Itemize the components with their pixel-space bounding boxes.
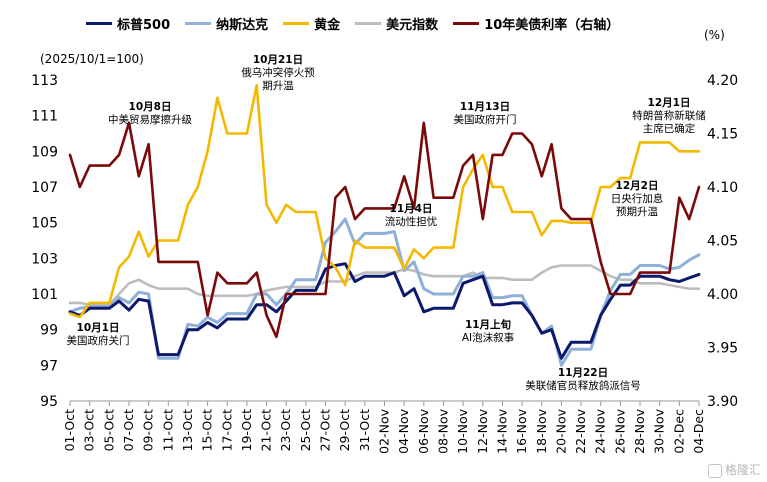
x-tick-label: 27-Oct xyxy=(318,409,333,451)
right-tick-label: 4.10 xyxy=(707,180,738,196)
x-tick-label: 08-Nov xyxy=(435,408,450,453)
left-tick-label: 107 xyxy=(31,180,58,196)
legend-label-gold: 黄金 xyxy=(314,17,341,33)
x-tick-label: 21-Oct xyxy=(259,409,274,451)
legend-label-nasdaq: 纳斯达克 xyxy=(216,17,269,33)
annotation-text: 中美贸易摩擦升级 xyxy=(108,113,192,126)
series-line-dxy xyxy=(68,264,701,307)
legend-label-sp500: 标普500 xyxy=(117,17,171,33)
legend-label-dxy: 美元指数 xyxy=(386,17,439,33)
annotation-text: 美国政府关门 xyxy=(67,334,130,347)
left-tick-label: 109 xyxy=(31,144,58,160)
x-tick-label: 19-Oct xyxy=(239,409,254,451)
legend-item-gold: 黄金 xyxy=(283,14,340,33)
annotation-text: 11月22日 xyxy=(558,367,608,379)
legend: 标普500 纳斯达克 黄金 美元指数 10年美债利率（右轴） xyxy=(86,12,634,34)
x-tick-label: 17-Oct xyxy=(219,409,234,451)
annotation-text: 美国政府开门 xyxy=(454,113,517,126)
x-tick-label: 04-Dec xyxy=(691,409,706,454)
annotation-text: 预期升温 xyxy=(616,206,658,218)
right-tick-label: 4.20 xyxy=(707,73,738,89)
x-tick-label: 07-Oct xyxy=(121,409,136,451)
left-tick-label: 99 xyxy=(40,323,58,339)
x-tick-label: 04-Nov xyxy=(396,408,411,453)
x-tick-label: 02-Nov xyxy=(377,408,392,453)
x-tick-label: 12-Nov xyxy=(475,408,490,453)
right-tick-label: 3.95 xyxy=(707,341,738,357)
x-tick-label: 31-Oct xyxy=(357,409,372,451)
annotation-text: 俄乌冲突停火预 xyxy=(241,66,315,79)
legend-swatch-sp500 xyxy=(86,21,112,25)
annotation-text: 10月8日 xyxy=(129,101,172,113)
left-tick-label: 95 xyxy=(40,394,58,410)
annotation-text: 11月13日 xyxy=(460,101,510,113)
series-line-gold xyxy=(68,84,701,319)
series-line-sp500 xyxy=(68,262,701,360)
x-tick-label: 24-Nov xyxy=(593,408,608,453)
annotation-text: AI泡沫叙事 xyxy=(462,331,515,344)
annotation-text: 11月4日 xyxy=(390,203,433,215)
left-tick-label: 97 xyxy=(40,358,58,374)
x-tick-label: 13-Oct xyxy=(180,409,195,451)
annotation-text: 流动性担忧 xyxy=(385,215,438,228)
right-tick-label: 3.90 xyxy=(707,394,738,410)
x-tick-label: 15-Oct xyxy=(200,409,215,451)
left-tick-label: 101 xyxy=(31,287,58,303)
x-tick-label: 16-Nov xyxy=(514,408,529,453)
left-tick-label: 111 xyxy=(31,109,58,125)
left-axis-unit: (2025/10/1=100) xyxy=(40,52,144,66)
annotation-text: 美联储官员释放鸽派信号 xyxy=(525,379,641,392)
annotation-text: 期升温 xyxy=(262,80,294,92)
annotation-text: 特朗普称新联储 xyxy=(632,109,706,122)
x-tick-label: 22-Nov xyxy=(573,408,588,453)
x-tick-label: 11-Oct xyxy=(160,409,175,451)
x-tick-label: 09-Oct xyxy=(141,409,156,451)
annotation-text: 主席已确定 xyxy=(643,122,696,135)
x-tick-label: 18-Nov xyxy=(534,408,549,453)
x-tick-label: 01-Oct xyxy=(62,409,77,451)
annotation-text: 10月1日 xyxy=(77,322,120,334)
x-tick-label: 26-Nov xyxy=(612,408,627,453)
left-tick-label: 103 xyxy=(31,251,58,267)
legend-item-sp500: 标普500 xyxy=(86,14,170,33)
series-line-ust10y xyxy=(68,121,701,339)
annotation-text: 12月1日 xyxy=(648,97,691,109)
x-tick-label: 30-Nov xyxy=(652,408,667,453)
legend-swatch-gold xyxy=(283,21,310,25)
series-line-nasdaq xyxy=(68,217,701,367)
x-tick-label: 14-Nov xyxy=(494,408,509,453)
x-tick-label: 06-Nov xyxy=(416,408,431,453)
x-tick-label: 10-Nov xyxy=(455,408,470,453)
right-tick-label: 4.00 xyxy=(707,287,738,303)
x-tick-label: 25-Oct xyxy=(298,409,313,451)
x-tick-label: 02-Dec xyxy=(671,409,686,454)
left-tick-label: 113 xyxy=(31,73,58,89)
annotation-text: 11月上旬 xyxy=(465,318,512,331)
x-tick-label: 28-Nov xyxy=(632,408,647,453)
legend-item-dxy: 美元指数 xyxy=(355,14,438,33)
annotation-text: 10月21日 xyxy=(253,54,303,66)
watermark: 格隆汇 xyxy=(707,461,761,478)
legend-swatch-nasdaq xyxy=(185,21,212,25)
legend-item-nasdaq: 纳斯达克 xyxy=(185,14,268,33)
x-tick-label: 29-Oct xyxy=(337,409,352,451)
watermark-text: 格隆汇 xyxy=(724,463,761,477)
x-tick-label: 23-Oct xyxy=(278,409,293,451)
legend-label-ust10y: 10年美债利率（右轴） xyxy=(484,17,620,33)
annotation-text: 12月2日 xyxy=(616,180,659,192)
legend-item-ust10y: 10年美债利率（右轴） xyxy=(453,14,619,33)
x-tick-label: 20-Nov xyxy=(553,408,568,453)
legend-swatch-dxy xyxy=(355,21,382,25)
left-tick-label: 105 xyxy=(31,216,58,232)
right-tick-label: 4.15 xyxy=(707,127,738,143)
right-axis-unit: (%) xyxy=(704,28,725,42)
right-tick-label: 4.05 xyxy=(707,234,738,250)
x-tick-label: 03-Oct xyxy=(82,409,97,451)
annotation-text: 日央行加息 xyxy=(611,192,664,205)
gelonghui-logo-icon xyxy=(707,463,722,478)
x-tick-label: 05-Oct xyxy=(101,409,116,451)
legend-swatch-ust10y xyxy=(453,21,480,25)
